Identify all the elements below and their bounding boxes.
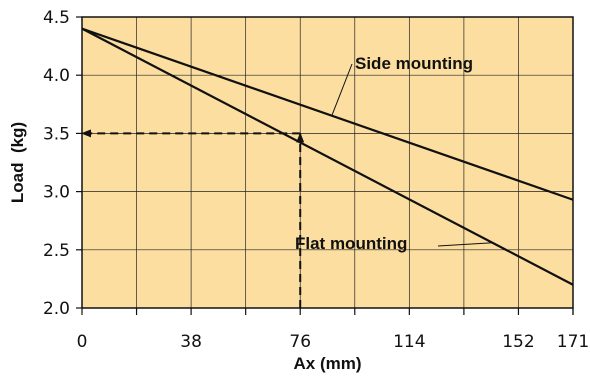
y-tick-label: 2.0	[43, 299, 70, 319]
series-lines	[81, 27, 574, 286]
side-mounting-leader-line	[331, 63, 353, 116]
series-line-flat-mounting	[81, 27, 574, 286]
y-tick-label: 4.5	[43, 8, 70, 28]
x-tick-label: 171	[557, 332, 589, 352]
series-labels: Side mounting Flat mounting	[295, 54, 493, 253]
y-tick-label: 3.5	[43, 124, 70, 144]
x-axis-title: Ax (mm)	[293, 354, 361, 373]
plot-frame	[81, 16, 574, 309]
x-tick-label: 38	[180, 332, 202, 352]
flat-mounting-leader-line	[437, 242, 493, 247]
series-line-side-mounting	[81, 27, 574, 201]
y-axis-title: Load (kg)	[8, 122, 27, 203]
y-tick-label: 3.0	[43, 183, 70, 203]
plot-area	[82, 17, 573, 308]
x-tick-label: 0	[77, 332, 88, 352]
series-label-side-mounting: Side mounting	[355, 54, 473, 73]
x-tick-label: 76	[289, 332, 311, 352]
y-tick-label: 2.5	[43, 241, 70, 261]
annotations	[81, 129, 305, 308]
ticks: 0 38 76 114 152 171 2.0 2.5 3.0 3.5 4.0 4.5	[43, 8, 589, 352]
x-tick-label: 114	[393, 332, 425, 352]
y-tick-label: 4.0	[43, 66, 70, 86]
series-label-flat-mounting: Flat mounting	[295, 234, 407, 253]
x-tick-label: 152	[502, 332, 534, 352]
